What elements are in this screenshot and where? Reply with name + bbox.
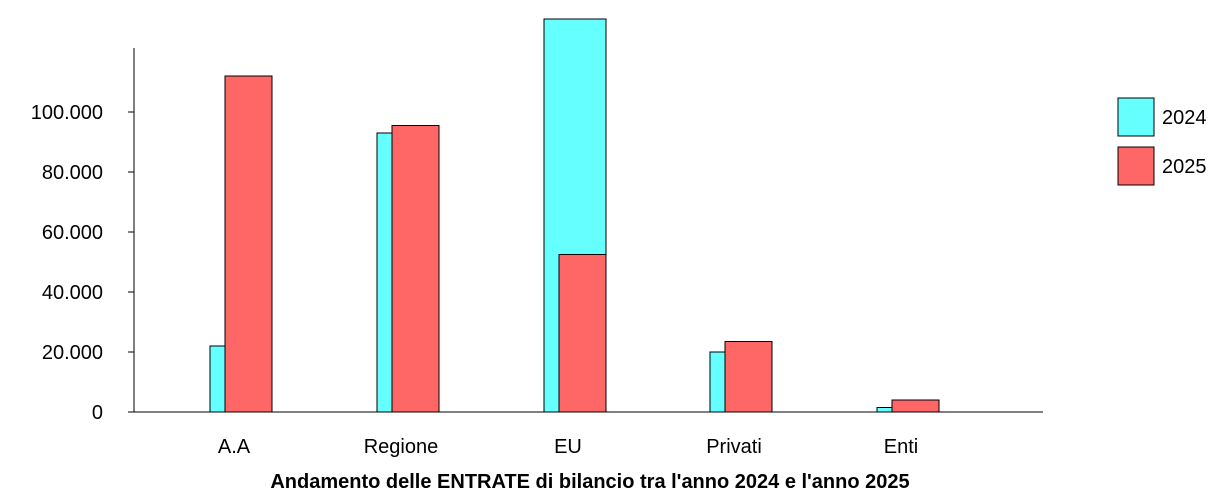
- y-tick-label: 100.000: [31, 102, 103, 124]
- legend: 2024 2025: [1117, 97, 1207, 186]
- legend-label-2024: 2024: [1162, 107, 1207, 129]
- y-tick-label: 0: [92, 402, 103, 424]
- chart-title: Andamento delle ENTRATE di bilancio tra …: [270, 471, 909, 493]
- bar-2024: [376, 132, 395, 413]
- bar-2024: [876, 407, 895, 413]
- bar-2024: [209, 345, 228, 413]
- x-tick-label: Enti: [884, 436, 918, 458]
- bar-2025: [724, 341, 773, 413]
- bar-2025: [391, 125, 440, 413]
- y-tick-label: 20.000: [42, 342, 103, 364]
- legend-label-2025: 2025: [1162, 156, 1207, 178]
- category-labels: A.A Regione EU Privati Enti: [218, 436, 918, 458]
- y-ticks: 0 20.000 40.000 60.000 80.000 100.000: [31, 102, 134, 424]
- x-tick-label: Privati: [706, 436, 762, 458]
- bar-2025: [558, 254, 607, 413]
- x-tick-label: A.A: [218, 436, 251, 458]
- bar-2024: [709, 351, 728, 413]
- x-tick-label: Regione: [364, 436, 439, 458]
- bar-2025: [224, 75, 273, 413]
- bars: [209, 18, 940, 413]
- legend-swatch-2024: [1117, 97, 1155, 137]
- legend-swatch-2025: [1117, 146, 1155, 186]
- x-tick-label: EU: [554, 436, 582, 458]
- bar-2025: [891, 399, 940, 413]
- y-tick-label: 80.000: [42, 162, 103, 184]
- y-tick-label: 40.000: [42, 282, 103, 304]
- y-tick-label: 60.000: [42, 222, 103, 244]
